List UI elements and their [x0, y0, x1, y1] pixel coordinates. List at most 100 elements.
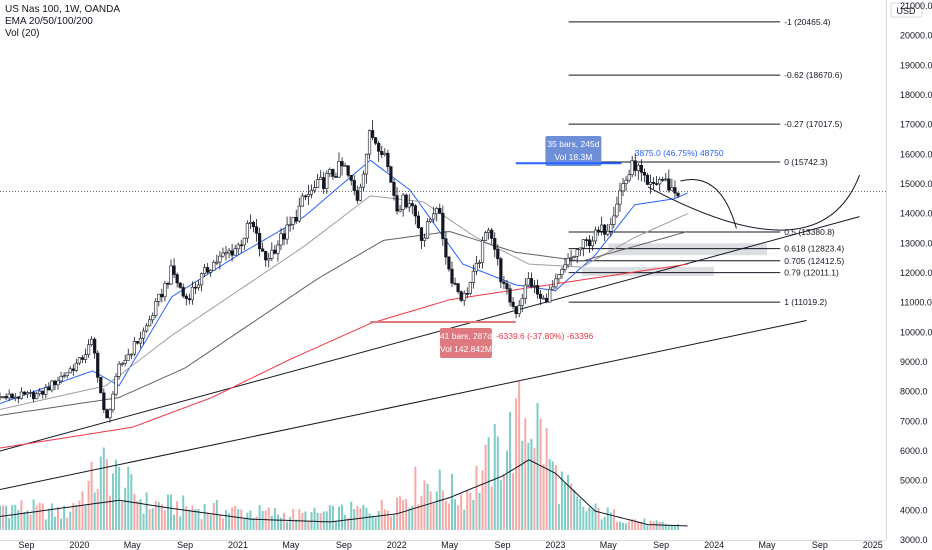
- candle-body: [505, 283, 509, 290]
- volume-bar: [649, 520, 652, 530]
- volume-bar: [118, 466, 121, 530]
- volume-bar: [84, 505, 87, 530]
- candle-body: [633, 160, 637, 171]
- volume-bar: [389, 516, 392, 530]
- candle-body: [203, 267, 207, 274]
- candle-body: [548, 288, 552, 303]
- candle-body: [380, 151, 384, 155]
- price-tick-label: 12000.0: [900, 268, 932, 278]
- candle-body: [569, 257, 573, 259]
- volume-bar: [221, 518, 224, 530]
- volume-bar: [585, 511, 588, 530]
- candle-body: [264, 251, 268, 261]
- volume-bar: [231, 507, 234, 530]
- price-tick-label: 10000.0: [900, 327, 932, 337]
- volume-bar: [383, 509, 386, 530]
- candle-body: [447, 256, 451, 270]
- fib-level-label: 0.618 (12823.4): [784, 244, 844, 254]
- trendline[interactable]: [0, 319, 807, 491]
- candle-body: [294, 216, 298, 222]
- candle-body: [673, 187, 677, 194]
- volume-bar: [240, 509, 243, 530]
- volume-sma-line[interactable]: [0, 459, 688, 527]
- candle-body: [303, 195, 308, 198]
- candle-body: [343, 165, 347, 167]
- price-axis[interactable]: [887, 0, 932, 550]
- volume-indicator-label[interactable]: Vol (20): [5, 28, 40, 39]
- volume-bar: [609, 512, 612, 530]
- volume-bar: [484, 444, 487, 530]
- support-zone[interactable]: [581, 267, 715, 276]
- candle-body: [96, 352, 100, 378]
- candle-body: [111, 393, 115, 411]
- candle-body: [664, 178, 668, 181]
- volume-bar: [5, 505, 8, 530]
- volume-bar: [469, 492, 472, 530]
- volume-bar: [47, 508, 50, 530]
- candle-body: [636, 164, 640, 171]
- candle-body: [312, 187, 317, 191]
- volume-bar: [374, 517, 377, 530]
- candle-body: [508, 288, 512, 303]
- candle-body: [261, 248, 265, 252]
- candle-body: [169, 265, 173, 285]
- candle-body: [490, 229, 494, 239]
- volume-bar: [200, 519, 203, 530]
- candle-body: [630, 160, 634, 176]
- time-tick-label: Sep: [177, 540, 193, 550]
- time-tick-label: 2024: [704, 540, 724, 550]
- candle-body: [83, 354, 88, 360]
- candle-body: [328, 169, 332, 174]
- symbol-title[interactable]: US Nas 100, 1W, OANDA: [5, 4, 121, 15]
- candle-body: [511, 301, 515, 307]
- volume-bar: [35, 505, 38, 530]
- candle-body: [22, 391, 27, 395]
- candle-body: [557, 274, 561, 280]
- candle-body: [50, 380, 54, 391]
- fib-level-label: 0 (15742.3): [784, 157, 828, 167]
- volume-bar: [554, 465, 557, 530]
- ema-indicator-label[interactable]: EMA 20/50/100/200: [5, 16, 93, 27]
- support-zone[interactable]: [608, 243, 767, 256]
- volume-bar: [597, 507, 600, 530]
- currency-label[interactable]: USD: [896, 6, 916, 16]
- measure-change-label: -6339.6 (-37.80%) -63396: [496, 331, 594, 341]
- volume-bar: [533, 447, 536, 530]
- volume-bar: [166, 494, 169, 530]
- candle-body: [25, 392, 30, 395]
- candle-body: [532, 285, 537, 287]
- candle-body: [425, 221, 430, 239]
- candle-body: [279, 233, 283, 246]
- measure-vol-label: Vol 18.3M: [554, 152, 592, 162]
- measure-box-rally[interactable]: [545, 136, 602, 166]
- candle-body: [389, 166, 393, 183]
- price-tick-label: 14000.0: [900, 209, 932, 219]
- volume-bar: [515, 398, 518, 530]
- trendline[interactable]: [0, 216, 860, 452]
- candle-body: [355, 190, 359, 201]
- price-tick-label: 18000.0: [900, 90, 932, 100]
- volume-bar: [179, 516, 182, 530]
- volume-bar: [359, 508, 362, 530]
- candle-body: [282, 233, 286, 240]
- candle-body: [44, 387, 48, 395]
- volume-bar: [267, 507, 270, 530]
- candle-body: [325, 173, 329, 189]
- currency-box[interactable]: [890, 2, 923, 18]
- price-tick-label: 4000.0: [900, 505, 928, 515]
- candle-body: [175, 274, 179, 284]
- volume-bar: [576, 496, 579, 530]
- volume-bar: [628, 521, 631, 530]
- candle-body: [193, 286, 198, 289]
- projection-down-arrow[interactable]: [680, 179, 737, 229]
- measure-box-decline[interactable]: [439, 328, 492, 358]
- projection-up-arrow[interactable]: [647, 174, 861, 231]
- volume-bar: [99, 456, 102, 530]
- fib-level-label: -1 (20465.4): [784, 17, 830, 27]
- volume-bar: [243, 518, 246, 530]
- candle-body: [603, 224, 607, 235]
- volume-bar: [108, 495, 111, 530]
- ema-line[interactable]: [0, 230, 688, 416]
- ema-line[interactable]: [0, 263, 688, 449]
